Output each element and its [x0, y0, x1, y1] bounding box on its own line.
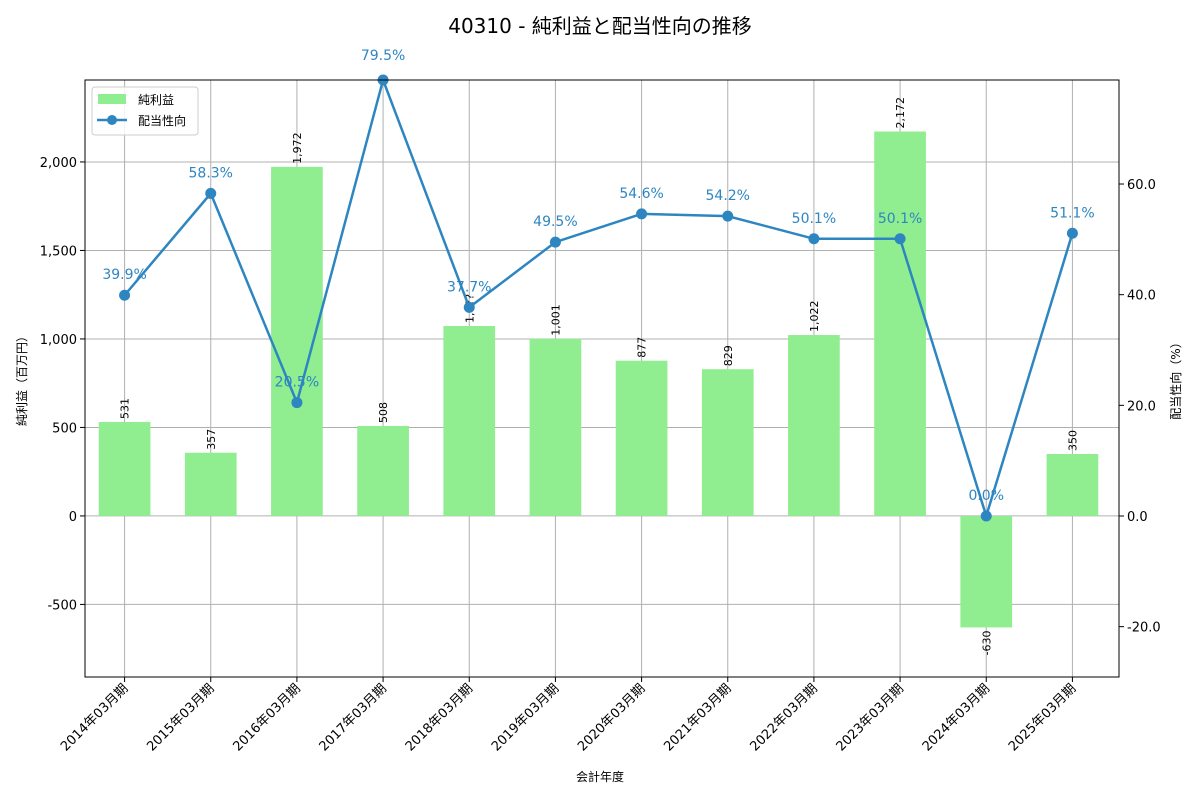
legend-marker-icon [107, 115, 117, 125]
payout-marker [722, 210, 734, 222]
bar [357, 426, 409, 516]
payout-value-label: 54.6% [619, 186, 663, 202]
x-tick-label: 2025年03月期 [1006, 681, 1079, 754]
left-axis-label: 純利益（百万円） [15, 330, 29, 426]
bar [443, 326, 496, 516]
left-tick-label: 2,000 [40, 156, 77, 171]
x-tick-label: 2023年03月期 [834, 681, 907, 754]
bar-value-label: 2,172 [894, 97, 907, 129]
payout-marker [808, 233, 820, 245]
legend: 純利益 配当性向 [91, 86, 199, 136]
legend-bar-label: 純利益 [138, 93, 174, 107]
chart-title: 40310 - 純利益と配当性向の推移 [448, 14, 752, 38]
payout-value-label: 0.0% [968, 488, 1004, 504]
bars [98, 131, 1099, 628]
bar-value-label: 350 [1066, 430, 1079, 451]
payout-value-label: 20.5% [275, 375, 319, 391]
legend-line-label: 配当性向 [138, 113, 186, 128]
left-tick-label: 1,000 [40, 333, 77, 348]
x-tick-label: 2019年03月期 [489, 681, 562, 754]
left-tick-label: -500 [47, 598, 77, 613]
x-tick-label: 2020年03月期 [575, 681, 648, 754]
payout-marker [636, 208, 648, 220]
x-axis-label: 会計年度 [576, 769, 624, 784]
bar-labels: 5313571,9725081,0??1,0018778291,0222,172… [119, 97, 1080, 655]
legend-bar-swatch [98, 94, 126, 104]
bar [1046, 453, 1099, 516]
right-tick-label: 60.0 [1127, 178, 1156, 193]
right-tick-label: 40.0 [1127, 289, 1156, 304]
bar-value-label: 1,022 [808, 301, 821, 333]
right-tick-label: 0.0 [1127, 510, 1148, 525]
payout-marker [1066, 227, 1078, 239]
bar-value-label: 829 [722, 345, 735, 366]
payout-value-label: 54.2% [706, 188, 750, 204]
bar [874, 131, 926, 516]
x-tick-label: 2022年03月期 [747, 681, 820, 754]
right-axis-ticks: -20.0 0.0 20.0 40.0 60.0 [1119, 178, 1161, 636]
payout-value-label: 58.3% [189, 165, 233, 181]
x-tick-label: 2021年03月期 [661, 681, 734, 754]
payout-value-label: 50.1% [878, 211, 922, 227]
payout-value-label: 51.1% [1050, 205, 1094, 221]
x-tick-label: 2018年03月期 [403, 681, 476, 754]
payout-value-label: 37.7% [447, 279, 491, 295]
payout-value-label: 39.9% [102, 267, 146, 283]
payout-line [119, 74, 1078, 522]
payout-value-label: 49.5% [533, 214, 577, 230]
payout-value-label: 79.5% [361, 48, 405, 64]
bar-value-label: 1,001 [549, 304, 562, 336]
x-tick-label: 2014年03月期 [58, 681, 131, 754]
payout-marker [549, 236, 561, 248]
x-axis-ticks: 2014年03月期 2015年03月期 2016年03月期 2017年03月期 2018… [58, 677, 1079, 755]
payout-marker [119, 289, 131, 301]
bar [529, 338, 582, 516]
bar [184, 452, 237, 516]
bar-value-label: -630 [980, 630, 993, 655]
payout-marker [463, 301, 475, 313]
bar [788, 335, 840, 516]
payout-marker [205, 187, 217, 199]
bar-value-label: 357 [205, 429, 218, 450]
bar-value-label: 877 [636, 337, 649, 358]
x-tick-label: 2016年03月期 [230, 681, 303, 754]
x-tick-label: 2024年03月期 [920, 681, 993, 754]
payout-marker [980, 510, 992, 522]
bar [960, 515, 1013, 628]
right-axis-label: 配当性向（%） [1168, 336, 1183, 419]
bar-value-label: 1,972 [291, 132, 304, 164]
payout-marker [291, 397, 303, 409]
left-axis-ticks: -500 0 500 1,000 1,500 2,000 [40, 156, 85, 613]
left-tick-label: 500 [52, 421, 77, 436]
bar-value-label: 508 [377, 402, 390, 423]
right-tick-label: 20.0 [1127, 399, 1156, 414]
bar [701, 369, 754, 516]
left-tick-label: 1,500 [40, 244, 77, 259]
x-tick-label: 2017年03月期 [317, 681, 390, 754]
payout-labels: 39.9% 58.3% 20.5% 79.5% 37.7% 49.5% 54.6% 54.2%… [102, 48, 1094, 504]
x-tick-label: 2015年03月期 [144, 681, 217, 754]
payout-value-label: 50.1% [792, 211, 836, 227]
payout-marker [894, 233, 906, 245]
right-tick-label: -20.0 [1127, 621, 1161, 636]
grid [85, 80, 1119, 677]
bar [271, 166, 323, 516]
left-tick-label: 0 [69, 510, 77, 525]
bar-value-label: 531 [119, 398, 132, 419]
bar [615, 360, 668, 516]
bar [98, 421, 151, 516]
plot-frame [84, 79, 1120, 678]
